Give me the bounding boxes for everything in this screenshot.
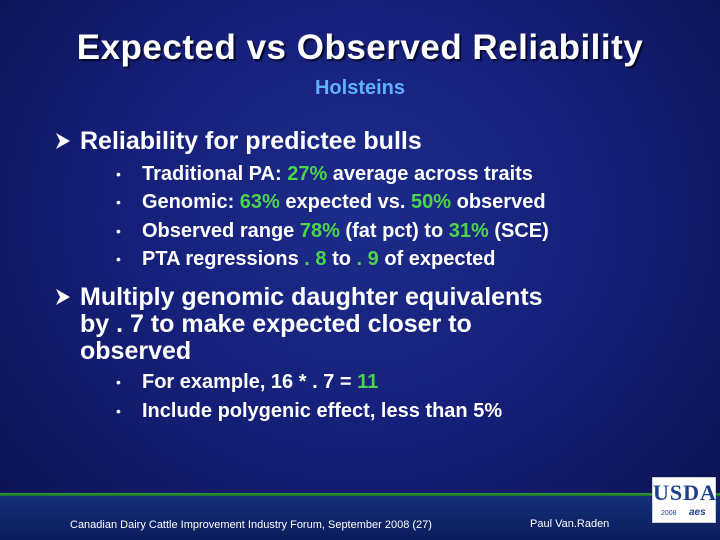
bullet-line-3: observed [80, 337, 192, 365]
bullet-reliability: Reliability for predictee bulls [56, 127, 640, 155]
aes-logo-mark: aes [689, 507, 706, 518]
dot-icon: • [116, 251, 121, 267]
arrowhead-icon [56, 133, 70, 149]
dot-icon: • [116, 403, 121, 419]
dot-icon: • [116, 166, 121, 182]
dot-icon: • [116, 374, 121, 390]
subitem-traditional: • Traditional PA: 27% average across tra… [116, 163, 533, 185]
subitem-observed-range: • Observed range 78% (fat pct) to 31% (S… [116, 220, 549, 242]
slide-subtitle: Holsteins [314, 77, 406, 99]
usda-logo-year: 2008 [661, 510, 677, 517]
bullet-multiply: Multiply genomic daughter equivalents by… [56, 283, 640, 365]
bullet-line-2: by . 7 to make expected closer to [80, 310, 472, 338]
usda-logo: USDA 2008 aes [652, 477, 716, 523]
dot-icon: • [116, 194, 121, 210]
footer-band [0, 496, 720, 540]
footer-author: Paul Van.Raden [530, 518, 610, 530]
subitem-example: • For example, 16 * . 7 = 11 [116, 371, 379, 393]
dot-icon: • [116, 223, 121, 239]
subitem-polygenic: • Include polygenic effect, less than 5% [116, 400, 503, 422]
footer-rule [0, 493, 720, 496]
slide-title: Expected vs Observed Reliability [76, 28, 644, 67]
footer-event: Canadian Dairy Cattle Improvement Indust… [70, 519, 432, 531]
usda-logo-word: USDA [653, 480, 717, 505]
arrowhead-icon [56, 289, 70, 305]
bullet-text: Reliability for predictee bulls [80, 127, 422, 155]
bullet-line-1: Multiply genomic daughter equivalents [80, 283, 543, 311]
subitem-genomic: • Genomic: 63% expected vs. 50% observed [116, 191, 546, 213]
subitem-pta-regressions: • PTA regressions . 8 to . 9 of expected [116, 248, 496, 270]
